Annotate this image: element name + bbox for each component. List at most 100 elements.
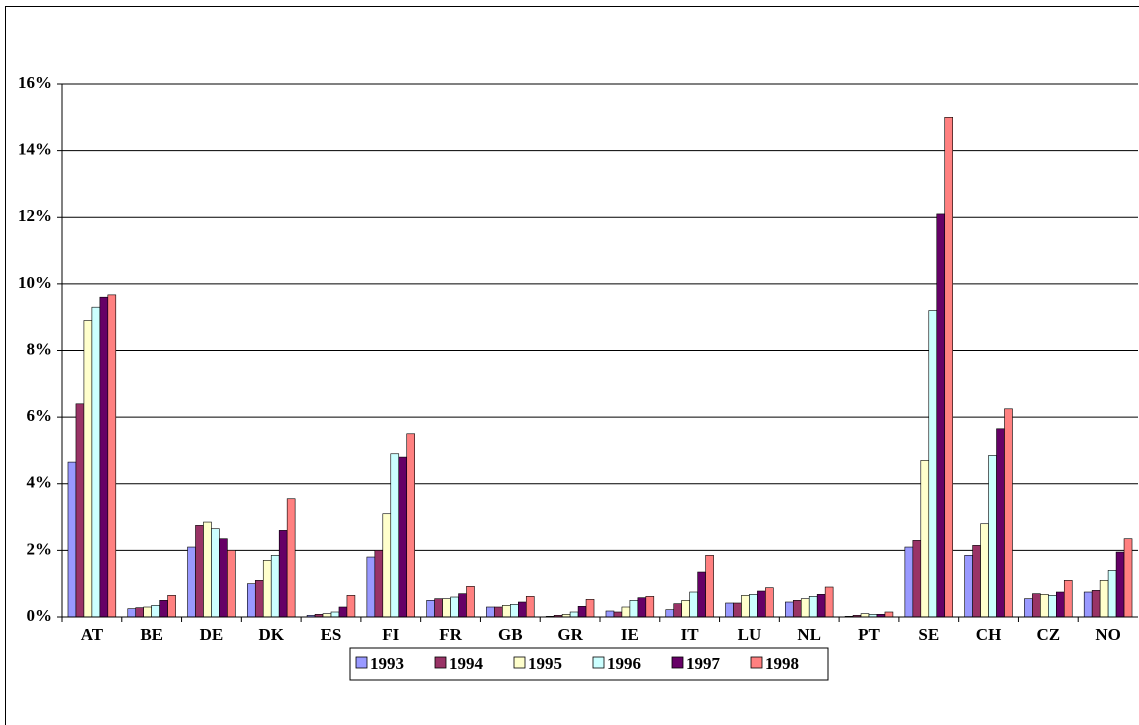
y-tick-label: 0% xyxy=(27,606,53,625)
legend-label: 1994 xyxy=(449,654,484,673)
bar xyxy=(928,310,938,618)
bar xyxy=(270,555,280,618)
bar xyxy=(374,550,384,618)
bar xyxy=(1056,591,1065,618)
bar xyxy=(390,453,400,618)
x-tick-label: DK xyxy=(258,625,284,644)
bar xyxy=(466,586,475,618)
bar xyxy=(338,606,348,618)
y-tick-label: 16% xyxy=(18,73,52,92)
y-tick-label: 4% xyxy=(27,473,53,492)
x-tick-label: IE xyxy=(621,625,639,644)
bar xyxy=(254,580,264,618)
bar xyxy=(673,603,682,618)
bar xyxy=(219,538,228,618)
bar xyxy=(187,546,196,618)
bar xyxy=(83,320,93,618)
bar xyxy=(99,296,109,618)
bar xyxy=(227,550,236,618)
x-tick-label: PT xyxy=(858,625,880,644)
bar xyxy=(1040,594,1049,618)
bar xyxy=(765,587,774,618)
bar xyxy=(665,609,675,618)
x-tick-label: FI xyxy=(382,625,399,644)
x-tick-label: CH xyxy=(976,625,1002,644)
bar xyxy=(912,540,922,618)
bar xyxy=(127,608,137,618)
legend-label: 1998 xyxy=(765,654,799,673)
bar xyxy=(346,595,356,618)
bar xyxy=(605,610,615,618)
bar xyxy=(510,604,519,618)
bar xyxy=(1099,580,1109,618)
legend-swatch xyxy=(355,656,368,669)
bar xyxy=(458,593,467,618)
bar xyxy=(195,525,204,618)
bar xyxy=(621,606,631,618)
y-tick-label: 2% xyxy=(27,539,53,558)
bar xyxy=(434,598,443,618)
bar xyxy=(143,606,152,618)
bar xyxy=(697,571,706,618)
bar xyxy=(406,433,415,618)
bar xyxy=(518,601,527,618)
bar xyxy=(741,595,750,618)
bar xyxy=(824,586,834,618)
bar xyxy=(75,403,85,618)
bar xyxy=(278,530,288,618)
bar xyxy=(785,601,794,618)
bar xyxy=(1032,593,1041,618)
legend-swatch xyxy=(671,656,684,669)
bar xyxy=(920,460,930,618)
bar xyxy=(247,583,256,618)
legend-box xyxy=(349,647,829,681)
bar xyxy=(996,428,1005,618)
bar xyxy=(637,597,647,618)
x-tick-label: ES xyxy=(321,625,342,644)
x-tick-label: IT xyxy=(681,625,700,644)
bar xyxy=(107,294,117,618)
x-tick-label: CZ xyxy=(1037,625,1061,644)
bar xyxy=(569,611,579,618)
bar xyxy=(629,600,639,618)
x-tick-label: NL xyxy=(797,625,821,644)
x-tick-label: GR xyxy=(557,625,583,644)
y-tick-label: 6% xyxy=(27,406,53,425)
bar xyxy=(159,600,168,618)
bar xyxy=(330,611,340,618)
bar xyxy=(800,598,810,618)
bar xyxy=(502,605,511,618)
y-tick-label: 12% xyxy=(18,206,52,225)
bar xyxy=(286,498,296,618)
chart-border xyxy=(5,6,1139,725)
x-tick-label: GB xyxy=(498,625,523,644)
x-tick-label: BE xyxy=(140,625,163,644)
bar xyxy=(91,306,101,618)
bar xyxy=(944,117,953,618)
legend-label: 1995 xyxy=(528,654,562,673)
legend-swatch xyxy=(750,656,763,669)
y-tick-label: 8% xyxy=(27,339,53,358)
legend-label: 1997 xyxy=(686,654,721,673)
legend-label: 1996 xyxy=(607,654,641,673)
x-tick-label: AT xyxy=(81,625,104,644)
bar xyxy=(645,596,655,618)
bar xyxy=(167,595,176,618)
y-tick-label: 10% xyxy=(18,273,52,292)
bar xyxy=(681,600,690,618)
x-tick-label: LU xyxy=(738,625,762,644)
bar xyxy=(366,556,376,618)
bar xyxy=(689,591,698,618)
bar xyxy=(733,602,742,618)
bar xyxy=(525,596,535,618)
bar xyxy=(964,555,973,618)
bar xyxy=(135,607,144,618)
bar xyxy=(1107,570,1117,618)
bar xyxy=(705,555,714,618)
x-tick-label: FR xyxy=(439,625,462,644)
bar xyxy=(1083,591,1093,618)
bar xyxy=(67,461,77,618)
y-tick-label: 14% xyxy=(18,140,52,159)
